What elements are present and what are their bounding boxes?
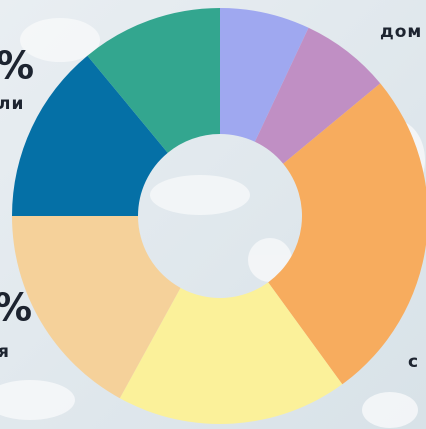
donut-segment (254, 27, 381, 164)
donut-segment (87, 8, 221, 153)
annotation: с (408, 352, 419, 372)
donut (11, 8, 426, 425)
donut-segment (268, 83, 426, 385)
donut-segment (119, 282, 343, 425)
annotation: я (0, 342, 10, 362)
labels: % ли дом% я с (0, 22, 422, 372)
annotation: % (0, 286, 33, 330)
donut-segment (12, 55, 168, 216)
donut-segment (11, 216, 181, 399)
annotation: ли (0, 94, 24, 114)
annotation: % (0, 44, 35, 88)
donut-segment (220, 8, 309, 142)
annotation: дом (380, 22, 422, 42)
